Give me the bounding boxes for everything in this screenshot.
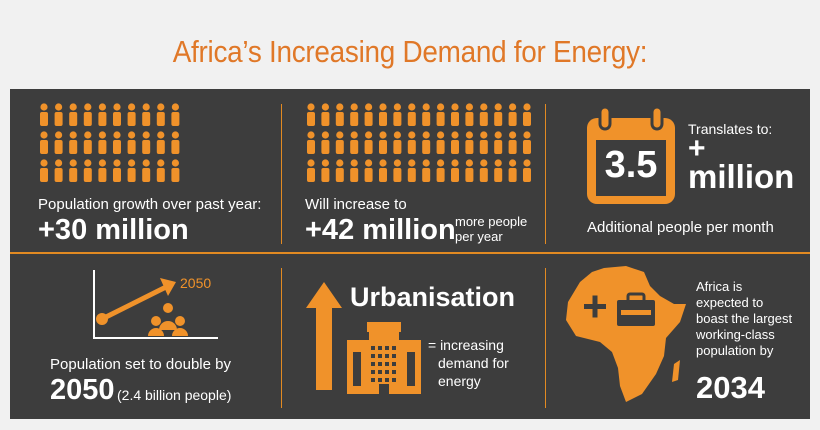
chart-year-label: 2050	[180, 275, 212, 291]
divider-bottom-2	[545, 268, 546, 408]
growth-value: +30 million	[38, 214, 189, 246]
translates-label: Translates to:	[688, 121, 773, 137]
up-arrow-icon	[306, 282, 342, 390]
double-caption: Population set to double by	[50, 356, 231, 373]
building-icon	[347, 322, 421, 394]
africa-map-icon	[566, 266, 686, 402]
workforce-year: 2034	[696, 370, 765, 405]
growth-chart-icon	[93, 270, 218, 339]
urbanisation-text: = increasing demand for energy	[428, 337, 509, 389]
workforce-text: Africa is expected to boast the largest …	[696, 279, 793, 358]
increase-label: Will increase to	[305, 196, 407, 213]
people-grid-icon	[40, 103, 180, 182]
million-label: million	[688, 158, 795, 195]
divider-top-2	[545, 104, 546, 244]
double-detail: (2.4 billion people)	[117, 387, 232, 403]
urbanisation-heading: Urbanisation	[350, 282, 516, 312]
calendar-icon	[587, 105, 675, 204]
calendar-value: 3.5	[604, 144, 658, 186]
monthly-caption: Additional people per month	[587, 219, 774, 236]
plus-sign: +	[688, 132, 706, 165]
increase-value: +42 million	[305, 214, 456, 246]
divider-top-1	[281, 104, 282, 244]
increase-note: more people per year	[455, 214, 528, 244]
horizontal-divider	[10, 252, 810, 254]
divider-bottom-1	[281, 268, 282, 408]
growth-label: Population growth over past year:	[38, 196, 262, 213]
people-grid-icon	[307, 103, 531, 182]
double-year: 2050	[50, 374, 115, 406]
page-title: Africa’s Increasing Demand for Energy:	[172, 34, 648, 69]
